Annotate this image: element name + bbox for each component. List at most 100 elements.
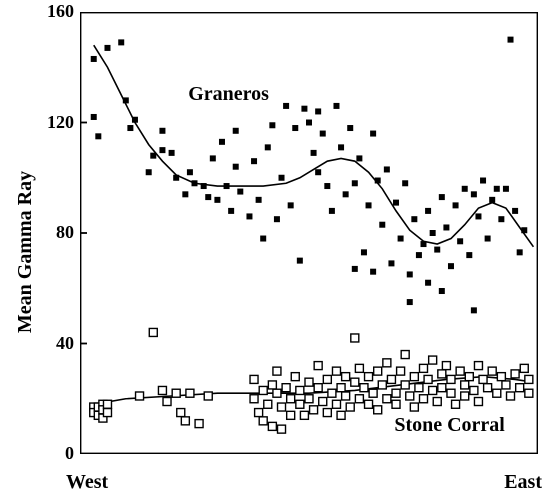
data-point	[512, 208, 518, 214]
data-point	[438, 370, 446, 378]
data-point	[420, 364, 428, 372]
data-point	[401, 351, 409, 359]
data-point	[447, 389, 455, 397]
data-point	[123, 97, 129, 103]
data-point	[365, 400, 373, 408]
data-point	[488, 367, 496, 375]
data-point	[233, 164, 239, 170]
data-point	[177, 409, 185, 417]
data-point	[388, 260, 394, 266]
data-point	[503, 186, 509, 192]
data-point	[410, 373, 418, 381]
data-point	[127, 125, 133, 131]
series-label-graneros: Graneros	[188, 83, 269, 106]
data-point	[288, 202, 294, 208]
data-point	[502, 381, 510, 389]
trend-line-graneros	[94, 45, 534, 247]
data-point	[384, 166, 390, 172]
data-point	[352, 266, 358, 272]
data-point	[287, 411, 295, 419]
y-axis-label: Mean Gamma Ray	[14, 171, 37, 333]
data-point	[420, 395, 428, 403]
data-point	[430, 230, 436, 236]
data-point	[379, 222, 385, 228]
data-point	[305, 378, 313, 386]
data-point	[465, 373, 473, 381]
data-point	[521, 227, 527, 233]
data-point	[256, 197, 262, 203]
data-point	[283, 103, 289, 109]
data-point	[520, 364, 528, 372]
data-point	[461, 381, 469, 389]
data-point	[332, 367, 340, 375]
data-point	[159, 128, 165, 134]
data-point	[320, 131, 326, 137]
data-point	[273, 389, 281, 397]
data-point	[228, 208, 234, 214]
data-point	[374, 406, 382, 414]
data-point	[453, 202, 459, 208]
data-point	[447, 375, 455, 383]
data-point	[421, 241, 427, 247]
data-point	[497, 373, 505, 381]
x-axis-east-label: East	[504, 471, 542, 494]
data-point	[378, 381, 386, 389]
data-point	[342, 373, 350, 381]
data-point	[369, 389, 377, 397]
data-point	[329, 208, 335, 214]
data-point	[182, 191, 188, 197]
data-point	[410, 403, 418, 411]
data-point	[475, 213, 481, 219]
data-point	[214, 197, 220, 203]
data-point	[132, 117, 138, 123]
data-point	[383, 359, 391, 367]
data-point	[346, 403, 354, 411]
data-point	[250, 395, 258, 403]
data-point	[332, 400, 340, 408]
data-point	[466, 252, 472, 258]
data-point	[150, 153, 156, 159]
data-point	[149, 328, 157, 336]
data-point	[361, 249, 367, 255]
data-point	[383, 395, 391, 403]
data-point	[91, 114, 97, 120]
data-point	[201, 183, 207, 189]
data-point	[323, 375, 331, 383]
data-point	[310, 406, 318, 414]
data-point	[259, 417, 267, 425]
data-point	[471, 191, 477, 197]
data-point	[525, 389, 533, 397]
data-point	[319, 398, 327, 406]
data-point	[250, 375, 258, 383]
data-point	[104, 45, 110, 51]
data-point	[246, 213, 252, 219]
data-point	[516, 384, 524, 392]
data-point	[498, 216, 504, 222]
data-point	[292, 125, 298, 131]
data-point	[401, 381, 409, 389]
data-point	[314, 362, 322, 370]
data-point	[103, 400, 111, 408]
chart-container: Mean Gamma Ray 04080120160 GranerosStone…	[0, 0, 550, 504]
data-point	[366, 202, 372, 208]
y-tick-label: 0	[34, 443, 74, 464]
data-point	[416, 252, 422, 258]
data-point	[91, 56, 97, 62]
data-point	[300, 411, 308, 419]
data-point	[429, 386, 437, 394]
data-point	[264, 400, 272, 408]
data-point	[287, 395, 295, 403]
data-point	[296, 400, 304, 408]
data-point	[343, 191, 349, 197]
data-point	[480, 178, 486, 184]
data-point	[406, 392, 414, 400]
data-point	[251, 158, 257, 164]
y-tick-label: 160	[34, 1, 74, 22]
data-point	[224, 183, 230, 189]
data-point	[508, 37, 514, 43]
data-point	[337, 411, 345, 419]
data-point	[392, 400, 400, 408]
data-point	[291, 373, 299, 381]
data-point	[95, 133, 101, 139]
data-point	[407, 271, 413, 277]
